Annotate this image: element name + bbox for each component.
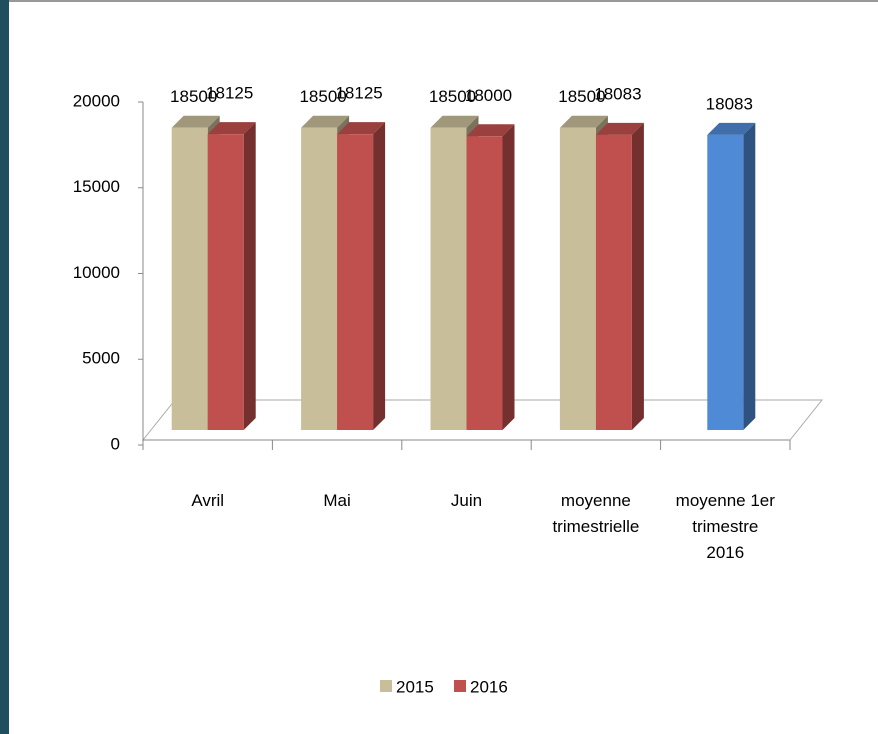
data-label: 18500 (558, 87, 605, 106)
bar (207, 134, 244, 430)
bar (559, 127, 596, 430)
bar-top (337, 122, 386, 135)
bar-side (243, 122, 256, 430)
legend-label: 2015 (396, 677, 434, 696)
y-tick-label: 20000 (73, 91, 120, 110)
bar-top (430, 115, 479, 128)
bar (595, 134, 632, 430)
bar-top (171, 115, 220, 128)
bar-side (743, 122, 756, 430)
bar-top (301, 115, 350, 128)
legend-swatch (380, 680, 392, 692)
data-label: 18125 (335, 84, 382, 103)
bar-top (466, 124, 515, 137)
data-label: 18083 (706, 94, 753, 113)
legend-label: 2016 (470, 677, 508, 696)
bar (707, 134, 744, 430)
bar (337, 134, 374, 430)
data-label: 18500 (170, 87, 217, 106)
x-tick-label: Mai (323, 491, 351, 510)
bar (430, 127, 467, 430)
data-label: 18500 (429, 87, 476, 106)
data-label: 18000 (465, 86, 512, 105)
bar-top (207, 122, 256, 135)
data-label: 18500 (299, 87, 346, 106)
y-tick-label: 0 (111, 434, 120, 453)
x-tick-label: Juin (450, 491, 483, 510)
x-tick-label: Avril (191, 491, 225, 510)
bar-top (595, 122, 644, 135)
bar (466, 136, 503, 431)
x-tick-label: moyenne 1er trimestre 2016 (675, 491, 775, 562)
data-label: 18083 (594, 84, 641, 103)
bar-side (502, 124, 515, 431)
bar-side (631, 122, 644, 430)
bar-side (373, 122, 386, 430)
y-tick-label: 10000 (73, 263, 120, 282)
y-tick-label: 15000 (73, 177, 120, 196)
bar (301, 127, 338, 430)
frame-edge (0, 0, 9, 734)
bar-top (559, 115, 608, 128)
data-label: 18125 (206, 84, 253, 103)
bar-top (707, 122, 756, 135)
x-tick-label: moyenne trimestrielle (552, 491, 640, 536)
y-tick-label: 5000 (82, 349, 120, 368)
bar (171, 127, 208, 430)
legend-swatch (454, 680, 466, 692)
